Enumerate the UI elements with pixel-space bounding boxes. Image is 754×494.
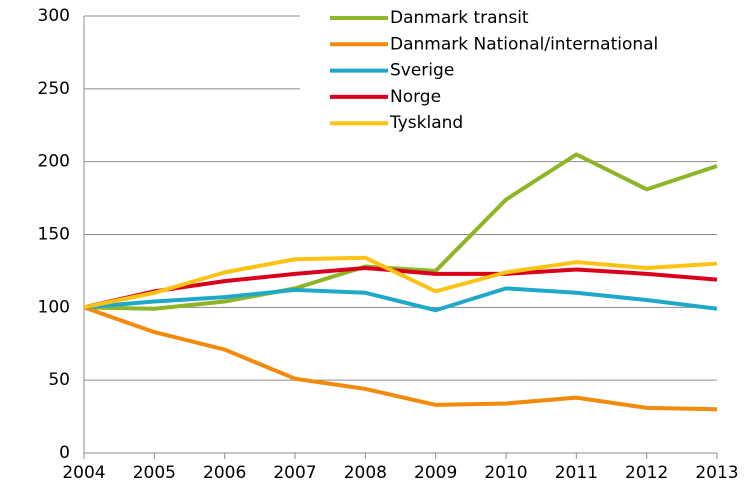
legend-label: Tyskland — [389, 113, 463, 133]
x-tick-label: 2004 — [62, 463, 105, 483]
series-line — [83, 266, 718, 310]
series-line — [83, 152, 718, 311]
series-line — [83, 286, 718, 313]
x-tick-label: 2009 — [414, 463, 457, 483]
x-tick-label: 2011 — [555, 463, 598, 483]
y-tick-label: 200 — [38, 152, 70, 172]
y-tick-label: 100 — [38, 297, 70, 317]
x-tick-label: 2006 — [203, 463, 246, 483]
y-tick-label: 0 — [59, 443, 70, 463]
y-tick-label: 150 — [38, 225, 70, 245]
legend-label: Norge — [390, 87, 441, 107]
y-tick-label: 300 — [38, 6, 70, 26]
legend-label: Sverige — [390, 61, 454, 81]
x-tick-label: 2013 — [695, 463, 738, 483]
y-tick-label: 50 — [48, 370, 70, 390]
series-line — [83, 255, 718, 310]
x-tick-label: 2005 — [133, 463, 176, 483]
series-line — [83, 305, 718, 412]
x-tick-label: 2007 — [273, 463, 316, 483]
x-tick-label: 2012 — [625, 463, 668, 483]
x-tick-label: 2010 — [484, 463, 527, 483]
legend-label: Danmark transit — [390, 8, 529, 28]
y-tick-label: 250 — [38, 79, 70, 99]
x-tick-label: 2008 — [344, 463, 387, 483]
legend-label: Danmark National/international — [390, 34, 658, 54]
